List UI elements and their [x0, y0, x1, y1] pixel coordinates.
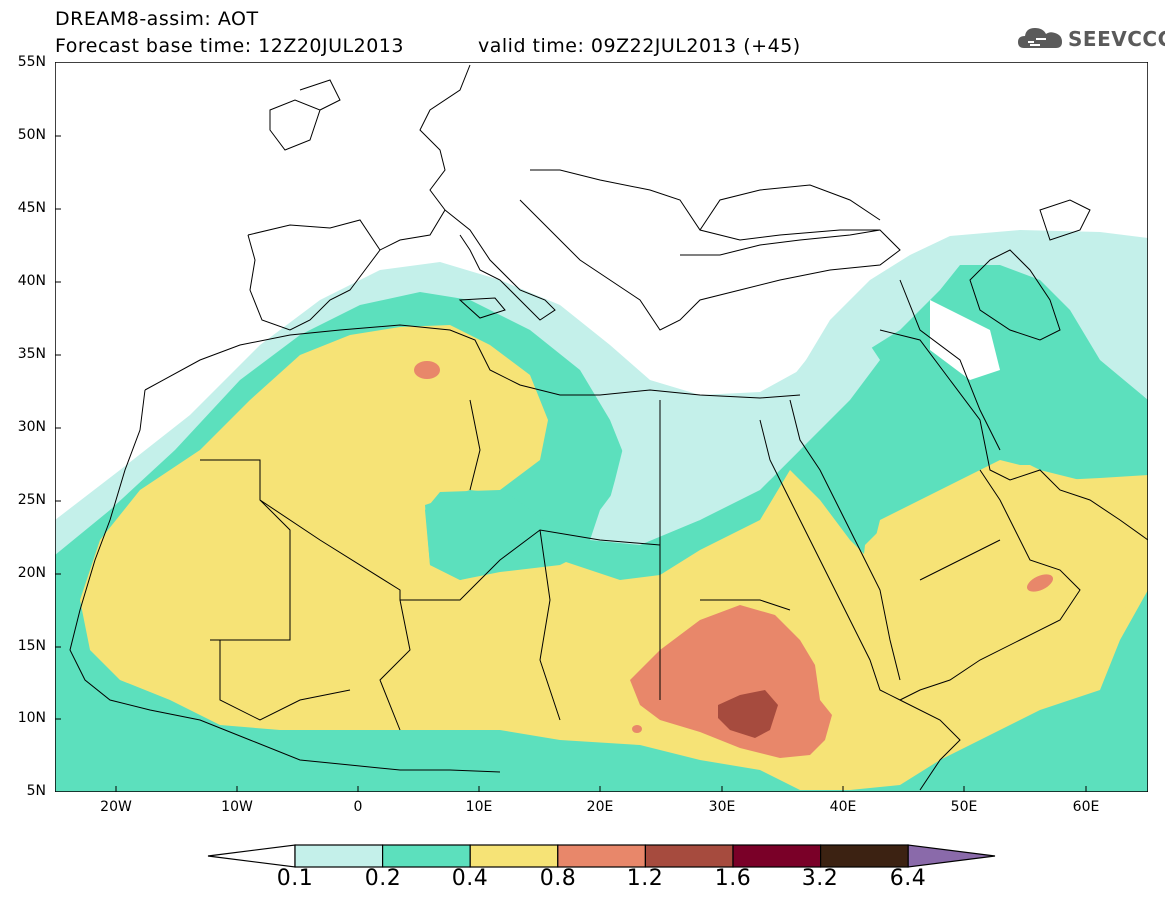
lat-label-5n: 5N: [26, 783, 46, 799]
lon-label-50e: 50E: [950, 799, 978, 815]
colorbar-label-0.1: 0.1: [276, 866, 314, 891]
logo-text: SEEVCCC: [1068, 27, 1165, 51]
colorbar-label-1.2: 1.2: [626, 866, 664, 891]
aot-contour-0.8: [630, 605, 832, 758]
lat-label-45n: 45N: [17, 200, 46, 216]
lat-label-25n: 25N: [17, 492, 46, 508]
lon-label-20w: 20W: [100, 799, 132, 815]
lon-label-30e: 30E: [708, 799, 736, 815]
chart-title: DREAM8-assim: AOT: [55, 8, 259, 30]
lat-label-20n: 20N: [17, 565, 46, 581]
lat-label-15n: 15N: [17, 638, 46, 654]
lat-label-30n: 30N: [17, 419, 46, 435]
lon-label-20e: 20E: [586, 799, 614, 815]
lon-label-40e: 40E: [829, 799, 857, 815]
lon-label-10w: 10W: [221, 799, 253, 815]
lat-label-55n: 55N: [17, 54, 46, 70]
colorbar-label-3.2: 3.2: [801, 866, 839, 891]
colorbar-label-6.4: 6.4: [889, 866, 927, 891]
colorbar-label-0.4: 0.4: [451, 866, 489, 891]
lon-label-0: 0: [353, 799, 363, 815]
colorbar-label-0.2: 0.2: [364, 866, 402, 891]
colorbar-label-0.8: 0.8: [539, 866, 577, 891]
lat-label-10n: 10N: [17, 710, 46, 726]
cloud-logo-icon: [1018, 28, 1062, 48]
lat-label-35n: 35N: [17, 346, 46, 362]
lon-label-60e: 60E: [1072, 799, 1100, 815]
lat-label-50n: 50N: [17, 127, 46, 143]
forecast-base-time: Forecast base time: 12Z20JUL2013: [55, 35, 404, 57]
lat-label-40n: 40N: [17, 273, 46, 289]
lon-label-10e: 10E: [465, 799, 493, 815]
valid-time: valid time: 09Z22JUL2013 (+45): [478, 35, 801, 57]
aot-contour-1.2: [718, 690, 778, 738]
axis-ticks: [55, 135, 1087, 792]
colorbar-label-1.6: 1.6: [714, 866, 752, 891]
